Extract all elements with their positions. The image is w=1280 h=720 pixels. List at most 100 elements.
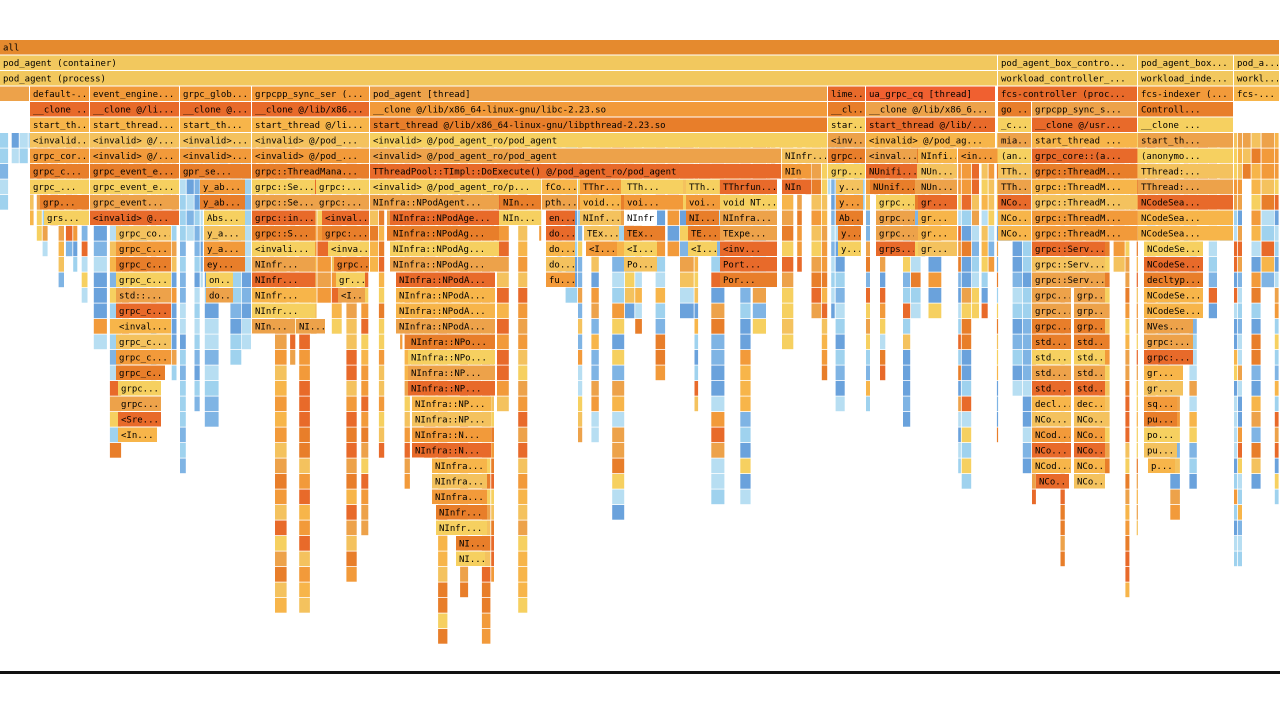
flame-frame[interactable]: grpc_c...: [116, 350, 171, 365]
flame-frame[interactable]: workload_controller_...: [998, 71, 1137, 86]
flame-frame[interactable]: <invalid> @...: [90, 210, 179, 226]
flame-frame[interactable]: do...: [546, 257, 576, 272]
flame-frame[interactable]: <inval...: [866, 148, 918, 164]
flame-frame[interactable]: grpc...: [118, 381, 161, 396]
flame-frame[interactable]: start_th...: [30, 117, 93, 133]
flame-frame[interactable]: __clone @/usr...: [1032, 117, 1137, 133]
flame-frame[interactable]: dec...: [1074, 396, 1110, 412]
flame-frame[interactable]: grpc:...: [322, 226, 369, 241]
flame-frame[interactable]: NInfra::NP...: [412, 412, 491, 427]
flame-frame[interactable]: NVes...: [1144, 319, 1193, 334]
flame-frame[interactable]: grpc...: [876, 210, 917, 226]
flame-frame[interactable]: pth...: [542, 195, 578, 210]
flame-frame[interactable]: NInfr...: [252, 303, 315, 319]
flame-frame[interactable]: NCod...: [1032, 427, 1073, 443]
flame-frame[interactable]: NInfra::NPodAge...: [390, 210, 499, 226]
flame-frame[interactable]: <inv...: [720, 241, 777, 257]
flame-frame[interactable]: __clone @...: [180, 102, 251, 117]
flame-frame[interactable]: NInfr...: [252, 288, 315, 303]
flame-frame[interactable]: NCo...: [1074, 458, 1110, 474]
flame-frame[interactable]: y...: [838, 241, 863, 257]
flame-frame[interactable]: y...: [836, 179, 863, 195]
flame-frame[interactable]: y_ab...: [200, 195, 245, 210]
flame-frame[interactable]: <Sre...: [118, 412, 161, 427]
flame-frame[interactable]: std...: [1032, 365, 1071, 381]
flame-frame[interactable]: grpc_c...: [30, 164, 89, 179]
flame-frame[interactable]: grpc_c...: [116, 365, 168, 381]
flame-frame[interactable]: <invalid> @/pod_agent_ro/pod_agent: [370, 148, 781, 164]
flame-frame[interactable]: NInfr...: [782, 148, 828, 164]
flame-frame[interactable]: NInfra::NPodA...: [396, 272, 495, 288]
flame-frame[interactable]: decl...: [1032, 396, 1073, 412]
flame-frame[interactable]: NUn...: [918, 164, 957, 179]
flame-frame[interactable]: __clone ...: [1138, 117, 1233, 133]
flame-frame[interactable]: NInfra...: [432, 474, 487, 489]
flame-frame[interactable]: NCo...: [998, 210, 1034, 226]
flame-frame[interactable]: <invalid> @/pod_...: [252, 133, 369, 148]
flame-frame[interactable]: grpc::Serv...: [1032, 272, 1105, 288]
flame-frame[interactable]: grpc...: [876, 226, 917, 241]
flame-frame[interactable]: std...: [1074, 365, 1110, 381]
flame-frame[interactable]: NInfra::NPodAg...: [390, 226, 499, 241]
flame-frame[interactable]: NCo...: [1032, 412, 1071, 427]
flame-frame[interactable]: start_thread ...: [1032, 133, 1137, 148]
flame-frame[interactable]: grpc_cor...: [30, 148, 93, 164]
flame-frame[interactable]: NCo...: [1074, 412, 1110, 427]
flame-frame[interactable]: NI...: [686, 210, 719, 226]
flame-frame[interactable]: TTh...: [686, 179, 722, 195]
flame-frame[interactable]: __cl...: [828, 102, 869, 117]
flame-frame[interactable]: on...: [206, 272, 236, 288]
flame-frame[interactable]: pu...: [1144, 412, 1177, 427]
flame-frame[interactable]: p...: [1148, 458, 1175, 474]
flame-frame[interactable]: fcs-controller (proc...: [998, 86, 1137, 102]
flame-frame[interactable]: <I...: [338, 288, 368, 303]
flame-frame[interactable]: NIn...: [500, 195, 541, 210]
flame-frame[interactable]: grpc::ThreadM...: [1032, 210, 1137, 226]
flame-frame[interactable]: all: [0, 40, 1279, 55]
flame-frame[interactable]: (an...: [998, 148, 1034, 164]
flame-frame[interactable]: NInfi...: [918, 148, 964, 164]
flame-frame[interactable]: <invalid> @/pod_...: [252, 148, 369, 164]
flame-frame[interactable]: <invalid> @/...: [90, 133, 179, 148]
flame-frame[interactable]: NInfr...: [436, 520, 487, 536]
flame-frame[interactable]: grpcpp_sync_ser (...: [252, 86, 369, 102]
flame-frame[interactable]: grs...: [44, 210, 89, 226]
flame-frame[interactable]: TTh...: [998, 179, 1034, 195]
flame-frame[interactable]: std...: [1032, 350, 1071, 365]
flame-frame[interactable]: grpc...: [1032, 303, 1073, 319]
flame-frame[interactable]: NIn: [782, 179, 811, 195]
flame-frame[interactable]: pod_agent (process): [0, 71, 997, 86]
flame-frame[interactable]: grpc:...: [316, 195, 369, 210]
flame-frame[interactable]: NCodeSe...: [1144, 288, 1203, 303]
flame-frame[interactable]: NCo...: [998, 195, 1034, 210]
flame-frame[interactable]: NCod...: [1032, 458, 1073, 474]
flame-frame[interactable]: gpr_se...: [180, 164, 251, 179]
flame-frame[interactable]: grpc::ThreadM...: [1032, 164, 1137, 179]
flame-frame[interactable]: NInfra::NPodA...: [396, 303, 495, 319]
flame-frame[interactable]: grpc_glob...: [180, 86, 251, 102]
flame-frame[interactable]: pod_agent_box...: [1138, 55, 1233, 71]
flame-frame[interactable]: NI...: [456, 551, 486, 567]
flame-frame[interactable]: <invalid> @/...: [90, 148, 179, 164]
flame-frame[interactable]: fu...: [546, 272, 576, 288]
flame-frame[interactable]: NInfra...: [432, 458, 487, 474]
flame-frame[interactable]: TE...: [688, 226, 718, 241]
flame-frame[interactable]: start_th...: [180, 117, 251, 133]
flame-frame[interactable]: grpc_event...: [90, 195, 179, 210]
flame-frame[interactable]: grpc_event_e...: [90, 164, 179, 179]
flame-frame[interactable]: <invalid> @/pod_agent_ro/pod_agent: [370, 133, 827, 148]
flame-frame[interactable]: NCo...: [1074, 427, 1110, 443]
flame-frame[interactable]: <inval...: [116, 319, 171, 334]
flame-frame[interactable]: __clone @/li...: [90, 102, 179, 117]
flame-frame[interactable]: grpc::in...: [252, 210, 315, 226]
flame-frame[interactable]: NIn...: [500, 210, 541, 226]
flame-frame[interactable]: grpc::Se...: [252, 195, 315, 210]
flame-frame[interactable]: <invalid...: [30, 133, 93, 148]
flame-frame[interactable]: TTh...: [624, 179, 683, 195]
flame-frame[interactable]: grpc...: [334, 257, 375, 272]
flame-frame[interactable]: NCodeSea...: [1138, 210, 1233, 226]
flame-frame[interactable]: gr...: [918, 241, 957, 257]
flame-frame[interactable]: pod_agent (container): [0, 55, 997, 71]
flame-frame[interactable]: grpc...: [1032, 319, 1073, 334]
flame-frame[interactable]: std::...: [116, 288, 171, 303]
